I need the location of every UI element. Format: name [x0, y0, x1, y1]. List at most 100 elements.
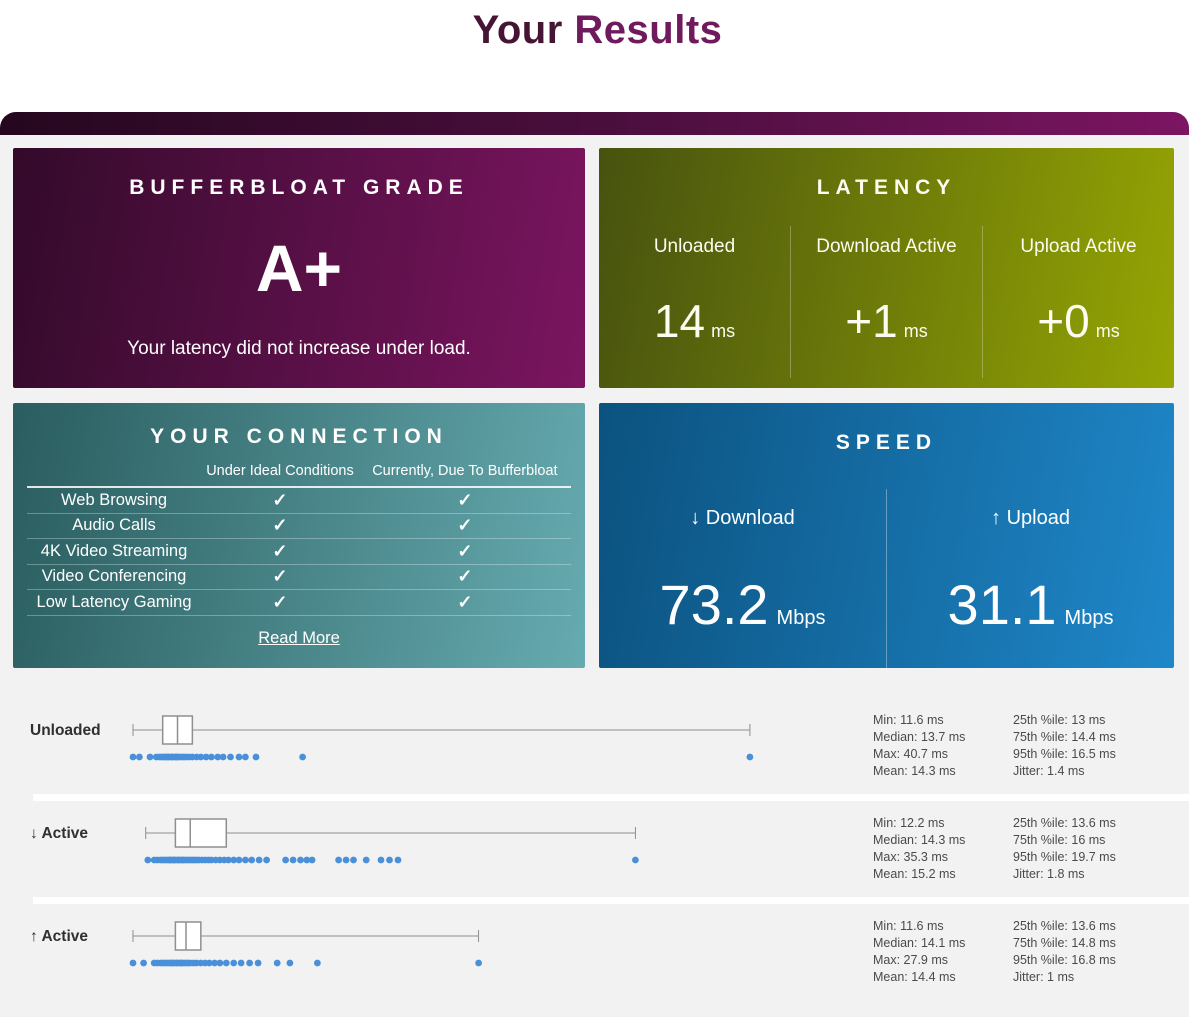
speed-column-upload: ↑ Upload 31.1 Mbps	[886, 489, 1174, 668]
table-row: Low Latency Gaming ✓ ✓	[27, 590, 571, 616]
latency-label: Upload Active	[1020, 236, 1137, 257]
check-icon: ✓	[457, 489, 473, 510]
connection-row-label: Low Latency Gaming	[36, 592, 192, 611]
boxplot-row-unloaded: Unloaded Min: 11.6 ms Median: 13.7 ms Ma…	[0, 698, 1189, 794]
latency-value: +1 ms	[791, 294, 982, 348]
stat-jitter: Jitter: 1.8 ms	[1013, 867, 1085, 881]
speed-column-download: ↓ Download 73.2 Mbps	[599, 489, 886, 668]
stat-median: Median: 14.1 ms	[873, 936, 966, 950]
connection-table: Under Ideal Conditions Currently, Due To…	[27, 463, 571, 616]
boxplot-label-text: Active	[41, 928, 89, 945]
latency-title: LATENCY	[816, 176, 957, 199]
boxplot-stats: Min: 11.6 ms Median: 13.7 ms Max: 40.7 m…	[873, 710, 1189, 780]
row-divider	[33, 794, 1189, 801]
speed-label-text: Upload	[1006, 507, 1070, 529]
boxplot-row-upload-active: ↑ Active Min: 11.6 ms Median: 14.1 ms Ma…	[0, 904, 1189, 1000]
latency-number: +0	[1037, 295, 1090, 347]
latency-value: 14 ms	[599, 294, 790, 348]
check-icon: ✓	[457, 591, 473, 612]
speed-title: SPEED	[835, 431, 938, 454]
check-icon: ✓	[457, 540, 473, 561]
table-row: Audio Calls ✓ ✓	[27, 514, 571, 539]
latency-unit: ms	[903, 321, 928, 341]
latency-unit: ms	[1095, 321, 1120, 341]
stat-median: Median: 14.3 ms	[873, 833, 966, 847]
row-divider	[33, 897, 1189, 904]
page-title-word1: Your	[472, 8, 563, 52]
stat-p75: 75th %ile: 16 ms	[1013, 833, 1106, 847]
check-icon: ✓	[272, 540, 288, 561]
latency-column-unloaded: Unloaded 14 ms	[599, 226, 790, 378]
read-more-link[interactable]: Read More	[258, 628, 340, 647]
stat-mean: Mean: 14.3 ms	[873, 764, 956, 778]
boxplot-row-label: ↑ Active	[30, 916, 125, 946]
boxplot-stats: Min: 12.2 ms Median: 14.3 ms Max: 35.3 m…	[873, 813, 1189, 883]
table-row: Web Browsing ✓ ✓	[27, 488, 571, 514]
check-icon: ✓	[272, 515, 288, 536]
speed-number: 73.2	[659, 573, 769, 636]
bufferbloat-grade-note: Your latency did not increase under load…	[127, 338, 471, 359]
check-icon: ✓	[457, 566, 473, 587]
stat-median: Median: 13.7 ms	[873, 730, 966, 744]
latency-label: Download Active	[816, 236, 957, 257]
speed-download-value: 73.2 Mbps	[599, 572, 886, 637]
latency-number: 14	[653, 295, 706, 347]
connection-row-label: Audio Calls	[72, 516, 156, 535]
latency-value: +0 ms	[983, 294, 1174, 348]
connection-header-ideal: Under Ideal Conditions	[206, 463, 354, 479]
connection-header-current: Currently, Due To Bufferbloat	[372, 463, 558, 479]
stat-p25: 25th %ile: 13.6 ms	[1013, 816, 1116, 830]
speed-upload-label: ↑ Upload	[887, 507, 1174, 530]
download-active-boxplot	[125, 813, 775, 873]
stat-p95: 95th %ile: 16.5 ms	[1013, 747, 1116, 761]
read-more-wrap: Read More	[13, 629, 585, 648]
boxplot-row-download-active: ↓ Active Min: 12.2 ms Median: 14.3 ms Ma…	[0, 801, 1189, 897]
bufferbloat-grade-value: A+	[255, 231, 343, 305]
stats-column-2: 25th %ile: 13 ms 75th %ile: 14.4 ms 95th…	[1013, 712, 1189, 780]
results-content: BUFFERBLOAT GRADE A+ Your latency did no…	[0, 135, 1189, 1017]
boxplot-row-label: Unloaded	[30, 710, 125, 740]
stat-p75: 75th %ile: 14.4 ms	[1013, 730, 1116, 744]
check-icon: ✓	[272, 489, 288, 510]
latency-unit: ms	[711, 321, 736, 341]
page-title-word2: Results	[574, 8, 723, 52]
latency-column-download-active: Download Active +1 ms	[790, 226, 982, 378]
stat-p25: 25th %ile: 13.6 ms	[1013, 919, 1116, 933]
download-arrow-icon: ↓	[690, 507, 701, 529]
check-icon: ✓	[272, 591, 288, 612]
results-panel: BUFFERBLOAT GRADE A+ Your latency did no…	[0, 112, 1189, 1017]
stat-max: Max: 35.3 ms	[873, 850, 949, 864]
speed-number: 31.1	[947, 573, 1057, 636]
stat-jitter: Jitter: 1 ms	[1013, 970, 1075, 984]
bufferbloat-grade-title: BUFFERBLOAT GRADE	[129, 176, 469, 199]
page-header: Your Results	[0, 0, 1195, 112]
stat-p75: 75th %ile: 14.8 ms	[1013, 936, 1116, 950]
download-arrow-icon: ↓	[30, 825, 38, 842]
boxplot-label-text: Active	[41, 825, 89, 842]
boxplot-row-label: ↓ Active	[30, 813, 125, 843]
table-row: 4K Video Streaming ✓ ✓	[27, 539, 571, 565]
connection-row-label: Web Browsing	[61, 490, 168, 509]
accent-top-bar	[0, 112, 1189, 135]
stat-p95: 95th %ile: 19.7 ms	[1013, 850, 1116, 864]
stats-column-2: 25th %ile: 13.6 ms 75th %ile: 16 ms 95th…	[1013, 815, 1189, 883]
check-icon: ✓	[457, 515, 473, 536]
page-title: Your Results	[0, 8, 1195, 53]
stat-min: Min: 11.6 ms	[873, 919, 944, 933]
stats-column-1: Min: 11.6 ms Median: 14.1 ms Max: 27.9 m…	[873, 918, 1013, 986]
stat-mean: Mean: 15.2 ms	[873, 867, 956, 881]
stat-p95: 95th %ile: 16.8 ms	[1013, 953, 1116, 967]
stats-column-1: Min: 11.6 ms Median: 13.7 ms Max: 40.7 m…	[873, 712, 1013, 780]
unloaded-boxplot	[125, 710, 775, 770]
connection-row-label: Video Conferencing	[41, 567, 187, 586]
card-speed: SPEED ↓ Download 73.2 Mbps ↑ Upload 31.1 M…	[599, 403, 1174, 668]
card-your-connection: YOUR CONNECTION Under Ideal Conditions C…	[13, 403, 585, 668]
latency-number: +1	[845, 295, 898, 347]
check-icon: ✓	[272, 566, 288, 587]
card-latency: LATENCY Unloaded 14 ms Download Active +1…	[599, 148, 1174, 388]
stat-mean: Mean: 14.4 ms	[873, 970, 956, 984]
stats-column-1: Min: 12.2 ms Median: 14.3 ms Max: 35.3 m…	[873, 815, 1013, 883]
latency-boxplot-section: Unloaded Min: 11.6 ms Median: 13.7 ms Ma…	[0, 698, 1189, 1000]
upload-active-boxplot	[125, 916, 775, 976]
speed-label-text: Download	[705, 507, 795, 529]
